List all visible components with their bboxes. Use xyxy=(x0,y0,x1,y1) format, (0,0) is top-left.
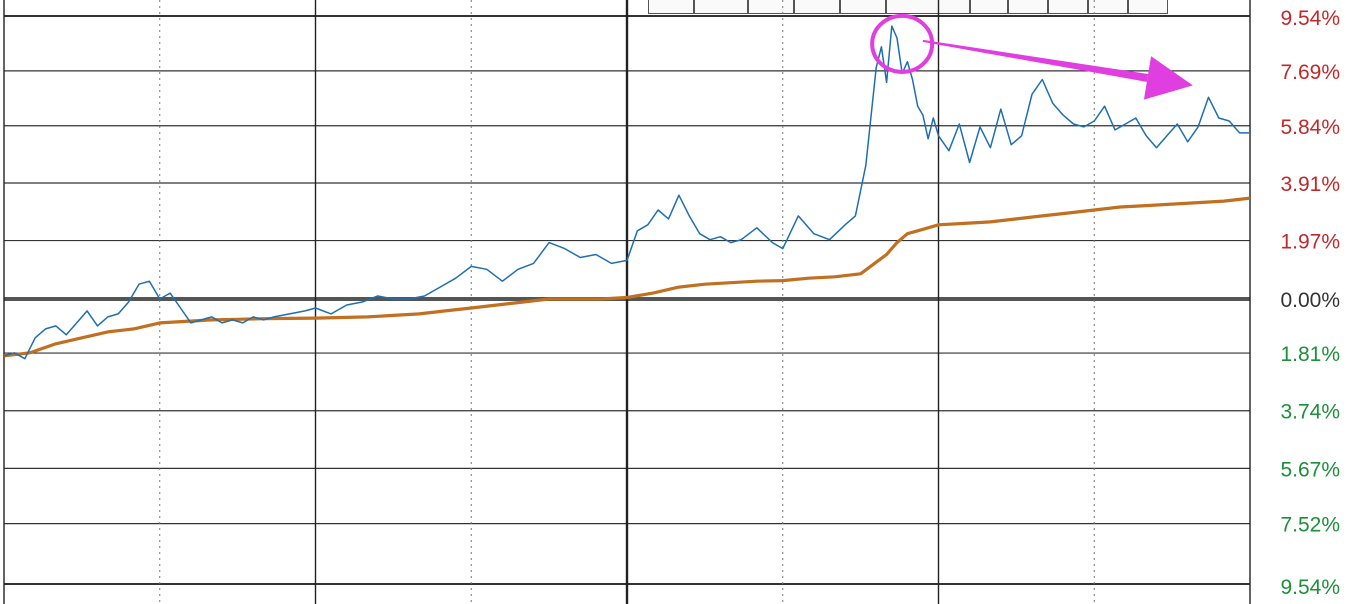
toolbar-button-10[interactable] xyxy=(1088,0,1128,14)
toolbar-button-7[interactable] xyxy=(970,0,1008,14)
y-tick-label: 9.54% xyxy=(1280,576,1340,599)
average-line xyxy=(3,196,1251,358)
price-line xyxy=(3,25,1250,360)
highlight-circle xyxy=(870,13,935,74)
chart-toolbar xyxy=(648,0,1168,14)
y-tick-label: 3.74% xyxy=(1280,401,1340,424)
toolbar-button-9[interactable] xyxy=(1048,0,1088,14)
y-tick-label: 5.67% xyxy=(1280,458,1340,481)
toolbar-button-4[interactable] xyxy=(794,0,840,14)
toolbar-button-3[interactable] xyxy=(748,0,794,14)
series-layer xyxy=(3,25,1251,360)
annotation-layer xyxy=(870,13,1193,100)
toolbar-button-2[interactable] xyxy=(694,0,748,14)
y-tick-label: 7.52% xyxy=(1280,514,1340,537)
y-tick-label: 7.69% xyxy=(1280,61,1340,84)
arrow-shaft xyxy=(922,39,1149,82)
toolbar-button-5[interactable] xyxy=(840,0,886,14)
chart-grid xyxy=(3,0,1251,604)
y-tick-label: 9.54% xyxy=(1280,7,1340,30)
arrow-head xyxy=(1143,56,1193,100)
toolbar-button-1[interactable] xyxy=(648,0,694,14)
toolbar-button-11[interactable] xyxy=(1128,0,1168,14)
y-tick-label: 1.97% xyxy=(1280,231,1340,254)
y-tick-label: 3.91% xyxy=(1280,173,1340,196)
y-axis-labels: 9.54% 7.69% 5.84% 3.91% 1.97% 0.00% 1.81% 3.74%… xyxy=(1280,7,1340,599)
y-tick-label: 5.84% xyxy=(1280,116,1340,139)
toolbar-button-6[interactable] xyxy=(886,0,970,14)
y-tick-label: 1.81% xyxy=(1280,343,1340,366)
toolbar-button-8[interactable] xyxy=(1008,0,1048,14)
y-tick-label: 0.00% xyxy=(1280,289,1340,312)
